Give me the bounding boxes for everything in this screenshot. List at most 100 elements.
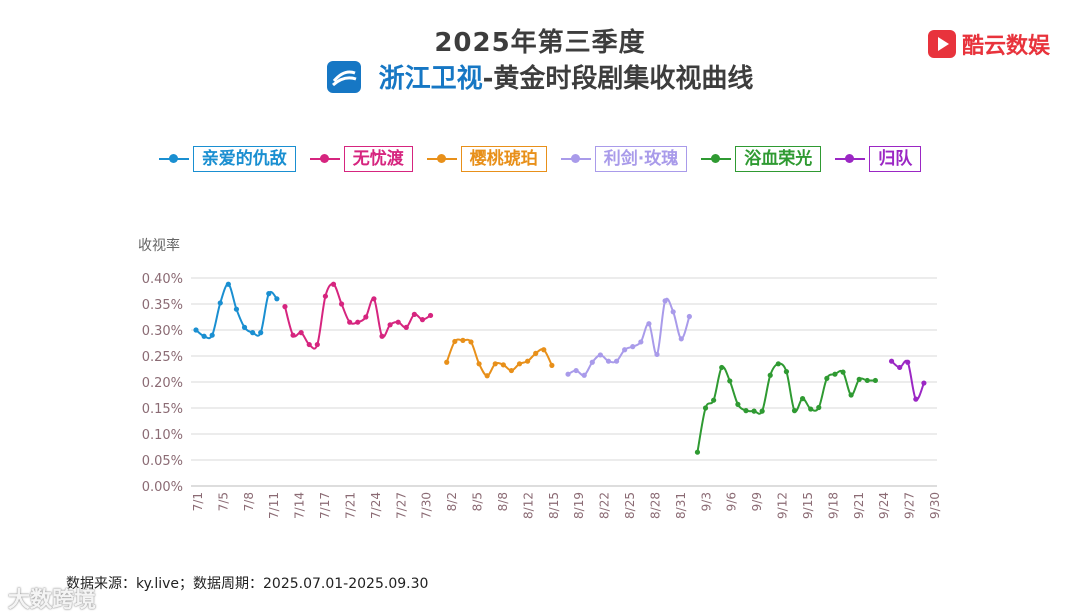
data-point bbox=[541, 347, 547, 353]
data-point bbox=[816, 404, 822, 411]
legend-marker-icon bbox=[701, 152, 732, 166]
x-tick-label: 9/18 bbox=[826, 492, 840, 519]
x-tick-label: 7/8 bbox=[242, 492, 256, 511]
x-tick-label: 8/8 bbox=[496, 492, 510, 511]
x-tick-label: 8/22 bbox=[598, 492, 612, 519]
channel-name: 浙江卫视 bbox=[378, 64, 483, 94]
data-point bbox=[808, 406, 814, 412]
data-point bbox=[266, 291, 272, 297]
legend-item: 亲爱的仇敌 bbox=[158, 146, 296, 172]
y-tick-label: 0.10% bbox=[142, 428, 183, 443]
data-point bbox=[832, 371, 838, 377]
data-point bbox=[751, 408, 757, 414]
x-tick-label: 8/5 bbox=[471, 492, 485, 511]
data-point bbox=[347, 319, 353, 325]
data-point bbox=[573, 367, 579, 374]
data-point bbox=[419, 317, 426, 323]
data-point bbox=[516, 361, 523, 367]
x-tick-label: 7/17 bbox=[318, 492, 332, 519]
data-point bbox=[783, 369, 790, 375]
y-tick-label: 0.35% bbox=[142, 298, 183, 313]
legend-label: 归队 bbox=[869, 146, 922, 172]
chart-legend: 亲爱的仇敌 无忧渡 樱桃琥珀 利剑·玫瑰 浴血荣光 归队 bbox=[0, 146, 1080, 172]
data-point bbox=[694, 449, 701, 455]
data-point bbox=[791, 408, 798, 414]
data-point bbox=[581, 372, 587, 378]
data-point bbox=[638, 339, 644, 345]
y-tick-label: 0.30% bbox=[142, 324, 183, 339]
x-tick-label: 7/14 bbox=[293, 492, 307, 519]
y-tick-label: 0.15% bbox=[142, 402, 183, 417]
x-tick-label: 7/21 bbox=[343, 492, 357, 519]
data-point bbox=[444, 359, 450, 365]
brand-logo: 酷云数娱 bbox=[927, 28, 1050, 60]
y-tick-label: 0.25% bbox=[142, 350, 183, 365]
subtitle-text: -黄金时段剧集收视曲线 bbox=[482, 64, 754, 94]
series-line-5 bbox=[890, 359, 925, 401]
data-point bbox=[711, 397, 717, 403]
legend-item: 归队 bbox=[835, 146, 922, 172]
chart-subtitle: 浙江卫视 -黄金时段剧集收视曲线 bbox=[0, 58, 1080, 95]
chart-title: 2025年第三季度 bbox=[434, 28, 646, 58]
series-line-3 bbox=[567, 297, 691, 377]
data-point bbox=[225, 281, 231, 287]
x-tick-label: 9/21 bbox=[852, 492, 866, 519]
x-tick-label: 9/3 bbox=[699, 492, 713, 511]
data-point bbox=[589, 359, 595, 365]
data-point bbox=[403, 324, 409, 330]
x-tick-label: 9/6 bbox=[725, 492, 739, 511]
x-tick-label: 7/1 bbox=[191, 492, 205, 511]
data-point bbox=[702, 405, 709, 411]
y-tick-label: 0.00% bbox=[142, 480, 183, 495]
data-point bbox=[597, 352, 603, 358]
data-point bbox=[719, 364, 725, 371]
x-tick-label: 8/2 bbox=[445, 492, 459, 511]
legend-marker-icon bbox=[835, 152, 866, 166]
y-tick-label: 0.05% bbox=[142, 454, 183, 469]
x-tick-label: 9/24 bbox=[877, 492, 891, 519]
x-tick-label: 7/24 bbox=[369, 492, 383, 519]
data-point bbox=[363, 314, 369, 320]
data-point bbox=[686, 313, 692, 320]
data-point bbox=[322, 293, 329, 299]
data-point bbox=[848, 392, 854, 398]
data-point bbox=[379, 333, 385, 339]
data-point bbox=[508, 367, 515, 374]
x-tick-label: 7/11 bbox=[267, 492, 281, 519]
data-point bbox=[427, 312, 434, 319]
x-tick-label: 9/12 bbox=[776, 492, 790, 519]
data-point bbox=[298, 330, 304, 336]
data-point bbox=[646, 321, 652, 327]
data-point bbox=[290, 332, 296, 338]
data-point bbox=[727, 378, 733, 384]
data-point bbox=[921, 380, 927, 386]
data-point bbox=[492, 361, 498, 367]
data-point bbox=[662, 298, 668, 304]
legend-marker-icon bbox=[426, 152, 457, 166]
watermark: 大数跨境 bbox=[8, 588, 97, 613]
data-point bbox=[282, 304, 288, 310]
data-point bbox=[759, 408, 765, 414]
data-point bbox=[500, 362, 506, 368]
legend-marker-icon bbox=[309, 152, 340, 166]
data-point bbox=[735, 401, 741, 407]
brand-name: 酷云数娱 bbox=[961, 34, 1050, 59]
data-point bbox=[193, 327, 199, 333]
data-point bbox=[840, 369, 846, 375]
data-point bbox=[897, 364, 903, 371]
data-point bbox=[605, 358, 612, 364]
x-tick-label: 9/9 bbox=[750, 492, 764, 511]
legend-marker-icon bbox=[560, 152, 591, 166]
legend-item: 无忧渡 bbox=[309, 146, 413, 172]
x-tick-label: 9/27 bbox=[903, 492, 917, 519]
legend-label: 樱桃琥珀 bbox=[460, 146, 547, 172]
x-tick-label: 8/28 bbox=[648, 492, 662, 519]
x-tick-label: 9/30 bbox=[928, 492, 942, 519]
data-point bbox=[872, 377, 878, 384]
channel-logo-icon bbox=[326, 60, 361, 93]
data-point bbox=[233, 306, 240, 312]
data-point bbox=[888, 358, 895, 364]
data-point bbox=[258, 330, 264, 336]
data-point bbox=[905, 359, 911, 365]
